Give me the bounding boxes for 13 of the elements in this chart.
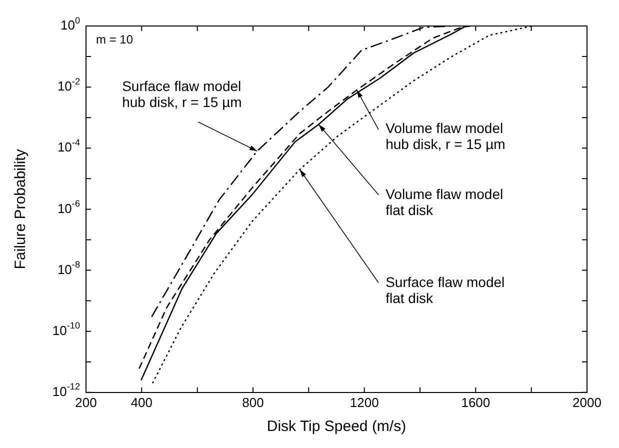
x-tick-label: 200 — [75, 394, 97, 410]
annotation: Surface flaw model hub disk, r = 15 µm — [122, 78, 242, 110]
x-axis-title: Disk Tip Speed (m/s) — [266, 418, 406, 436]
annotation: Volume flaw model flat disk — [386, 186, 504, 218]
annotation: m = 10 — [96, 32, 134, 46]
annotation: Surface flaw model flat disk — [386, 274, 505, 306]
y-axis-title: Failure Probability — [12, 148, 30, 270]
x-tick-label: 2000 — [572, 394, 602, 410]
x-tick-label: 1600 — [461, 394, 490, 410]
x-tick-label: 1200 — [350, 394, 379, 410]
x-tick-label: 800 — [242, 394, 264, 410]
annotation: Volume flaw model hub disk, r = 15 µm — [386, 120, 506, 152]
x-tick-label: 400 — [130, 394, 153, 410]
